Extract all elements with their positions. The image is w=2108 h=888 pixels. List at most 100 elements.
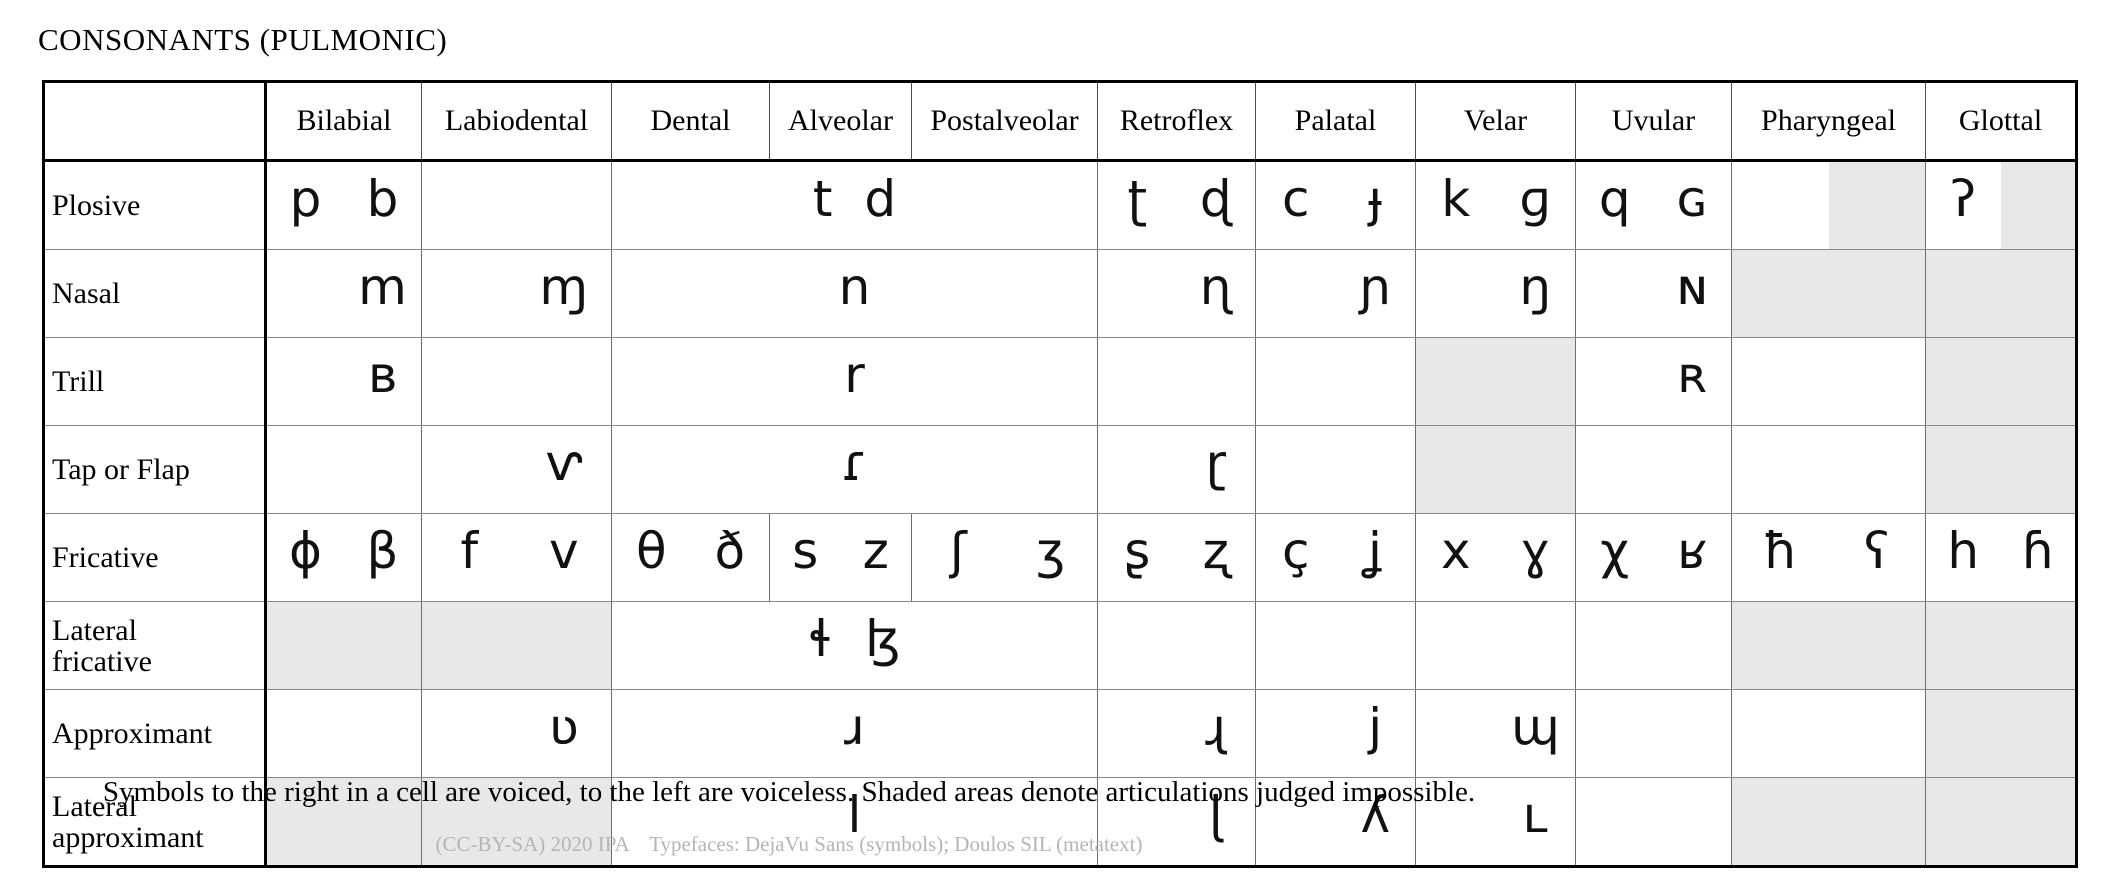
row-label-lateral-fricative: Lateral fricative <box>42 601 267 690</box>
voiceless-half <box>423 162 517 249</box>
voiced-half <box>1829 427 1925 513</box>
cell-lateral-fricative-bilabial <box>265 601 422 690</box>
voiceless-half: q <box>1577 162 1654 249</box>
ipa-symbol-voiceless: t <box>812 170 833 228</box>
ipa-symbol-voiced: ʕ <box>1863 522 1890 580</box>
cell-lateral-approximant-uvular <box>1575 777 1732 868</box>
ipa-symbol-voiceless: f <box>460 522 479 580</box>
voiceless-half <box>1257 691 1336 777</box>
voiced-half <box>1829 339 1925 425</box>
ipa-symbol-voiced: ʀ <box>1677 346 1708 404</box>
table-row-trill: Trill ʙ r ʀ <box>42 337 2078 426</box>
voiced-half <box>1177 339 1255 425</box>
ipa-symbol-voiced: ɾ <box>841 434 868 492</box>
voiceless-half <box>267 251 344 337</box>
license-credit-line: (CC-BY-SA) 2020 IPA Typefaces: DejaVu Sa… <box>435 832 1143 856</box>
voiceless-half: ʈ <box>1099 162 1177 249</box>
voiced-half: ɴ <box>1654 251 1731 337</box>
voiceless-half: ħ <box>1733 515 1829 601</box>
voiceless-half: x <box>1417 515 1496 601</box>
voiced-half <box>2001 603 2074 689</box>
ipa-symbol-voiced: ɣ <box>1520 522 1551 580</box>
cell-trill-glottal <box>1925 337 2078 426</box>
cell-lateral-fricative-palatal <box>1255 601 1416 690</box>
voiced-half <box>2001 339 2074 425</box>
voiced-half <box>517 162 611 249</box>
ipa-symbol-voiced: ɡ <box>1519 170 1552 228</box>
voiceless-half <box>1577 779 1654 864</box>
voiced-half: ɟ <box>1336 162 1415 249</box>
cell-lateral-approximant-labiodental <box>421 777 612 868</box>
ipa-symbol-voiced: ɦ <box>2021 522 2054 580</box>
voiceless-half <box>1417 251 1496 337</box>
cell-trill-velar <box>1415 337 1576 426</box>
cell-lateral-fricative-labiodental <box>421 601 612 690</box>
ipa-symbol-voiced: ɢ <box>1676 170 1708 228</box>
voiced-half: ŋ <box>1496 251 1575 337</box>
voiceless-half <box>1927 339 2001 425</box>
voiceless-half <box>1417 603 1496 689</box>
voiced-half <box>1496 339 1575 425</box>
ipa-symbol-voiced: r <box>844 346 865 404</box>
corner-cell <box>42 80 267 162</box>
voiced-half: ɳ <box>1177 251 1255 337</box>
voiced-half <box>2001 779 2074 864</box>
voiceless-half <box>267 691 344 777</box>
voiceless-half <box>1099 603 1177 689</box>
voiced-half: ɽ <box>1177 427 1255 513</box>
cell-tap-or-flap-palatal <box>1255 425 1416 514</box>
ipa-symbol-voiced: ɹ <box>844 698 865 756</box>
voiceless-half <box>1733 162 1829 249</box>
cell-tap-or-flap-velar <box>1415 425 1576 514</box>
cell-nasal-pharyngeal <box>1731 249 1926 338</box>
cell-plosive-glottal: ʔ <box>1925 160 2078 250</box>
cell-trill-bilabial: ʙ <box>265 337 422 426</box>
ipa-symbol-voiceless: q <box>1598 170 1631 228</box>
table-row-approximant: Approximant ʋ ɹ ɻ j ɰ <box>42 689 2078 778</box>
voiced-half: ʕ <box>1829 515 1925 601</box>
voiced-half: β <box>344 515 421 601</box>
ipa-symbol-voiced: ɴ <box>1676 258 1709 316</box>
cell-tap-or-flap-retroflex: ɽ <box>1097 425 1256 514</box>
ipa-symbol-voiceless: s <box>792 522 819 580</box>
ipa-symbol-voiceless: ɬ <box>808 610 834 668</box>
voiceless-half: θ <box>613 515 691 601</box>
voiced-half <box>2001 427 2074 513</box>
ipa-symbol-voiced: ʋ <box>548 698 579 756</box>
ipa-symbol-voiced: ɻ <box>1205 698 1227 756</box>
cell-trill-pharyngeal <box>1731 337 1926 426</box>
voiceless-half <box>1733 691 1829 777</box>
ipa-symbol-voiced: ʁ <box>1677 522 1708 580</box>
cell-trill-retroflex <box>1097 337 1256 426</box>
ipa-symbol-voiced: ʝ <box>1367 522 1383 580</box>
voiceless-half: χ <box>1577 515 1654 601</box>
cell-lateral-approximant-bilabial <box>265 777 422 868</box>
ipa-symbol-voiced: ʎ <box>1360 786 1391 844</box>
ipa-symbol-voiced: v <box>548 522 579 580</box>
voiced-half: ʎ <box>1336 779 1415 864</box>
voiceless-half <box>1927 251 2001 337</box>
cell-tap-or-flap-labiodental: ⱱ <box>421 425 612 514</box>
voiced-half <box>1496 427 1575 513</box>
table-row-nasal: Nasal m ɱ n ɳ ɲ ŋ ɴ <box>42 249 2078 338</box>
voiced-half <box>1829 603 1925 689</box>
voiceless-half <box>1417 427 1496 513</box>
cell-tap-or-flap-uvular <box>1575 425 1732 514</box>
cell-lateral-fricative-uvular <box>1575 601 1732 690</box>
ipa-symbol-voiced: ɟ <box>1368 170 1383 228</box>
cell-approximant-bilabial <box>265 689 422 778</box>
ipa-symbol-voiced: n <box>838 258 871 316</box>
voiceless-half: ɸ <box>267 515 344 601</box>
row-label-fricative: Fricative <box>42 513 267 602</box>
cell-plosive-pharyngeal <box>1731 160 1926 250</box>
cell-nasal-palatal: ɲ <box>1255 249 1416 338</box>
ipa-symbol-voiceless: ʔ <box>1950 170 1976 228</box>
ipa-symbol-voiced: ɲ <box>1359 258 1392 316</box>
voiceless-half <box>267 603 344 689</box>
